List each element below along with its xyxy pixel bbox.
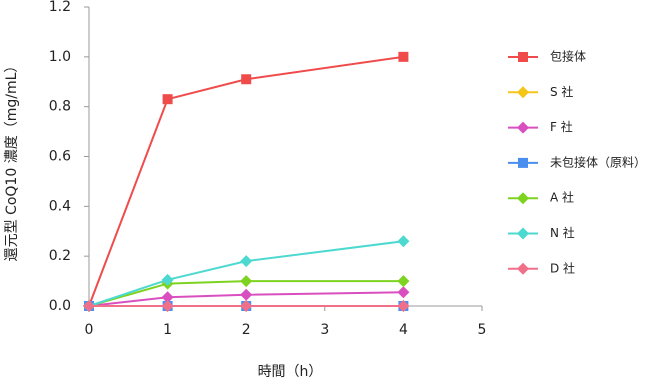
legend-label: 包接体 <box>550 49 586 64</box>
data-point <box>397 275 410 288</box>
legend-label: F 社 <box>550 119 573 134</box>
x-tick-label: 2 <box>242 322 251 338</box>
legend-label: D 社 <box>550 260 575 275</box>
series-line <box>88 291 404 307</box>
legend-marker <box>517 86 529 99</box>
data-point <box>161 300 174 312</box>
x-tick-label: 1 <box>163 322 172 338</box>
y-tick-label: 1.2 <box>49 0 71 15</box>
x-tick-label: 4 <box>399 322 408 338</box>
data-point <box>240 255 253 268</box>
y-tick-label: 0.8 <box>49 99 71 115</box>
legend-marker <box>518 157 528 168</box>
y-tick-label: 0.2 <box>49 248 71 264</box>
legend-marker <box>518 52 528 62</box>
data-point <box>397 300 410 312</box>
data-point <box>240 275 253 288</box>
legend-label: S 社 <box>550 84 573 99</box>
y-axis-label: 還元型 CoQ10 濃度（mg/mL） <box>4 59 20 262</box>
series-line <box>88 280 404 307</box>
x-tick-label: 5 <box>478 322 487 338</box>
legend-marker <box>517 227 529 240</box>
data-point <box>162 94 173 105</box>
legend-label: 未包接体（原料） <box>550 154 646 169</box>
y-tick-label: 0.4 <box>49 198 71 214</box>
y-tick-label: 0.6 <box>49 149 71 165</box>
series-line <box>88 55 404 307</box>
legend-label: N 社 <box>550 225 575 240</box>
legend-marker <box>517 262 529 275</box>
legend-label: A 社 <box>550 190 574 205</box>
data-point <box>241 74 252 85</box>
series-line <box>88 240 404 307</box>
data-point <box>397 235 410 248</box>
data-point <box>240 288 253 301</box>
data-point <box>83 300 95 312</box>
x-axis-label: 時間（h） <box>258 364 323 380</box>
y-tick-label: 1.0 <box>49 49 71 65</box>
legend-marker <box>517 121 529 134</box>
y-tick-label: 0.0 <box>49 298 71 314</box>
data-point <box>161 291 174 304</box>
data-point <box>240 300 253 312</box>
data-point <box>398 51 409 62</box>
x-tick-label: 0 <box>85 322 94 338</box>
data-point <box>161 273 174 286</box>
x-tick-label: 3 <box>320 322 329 338</box>
data-point <box>397 286 410 299</box>
legend-marker <box>517 192 529 205</box>
